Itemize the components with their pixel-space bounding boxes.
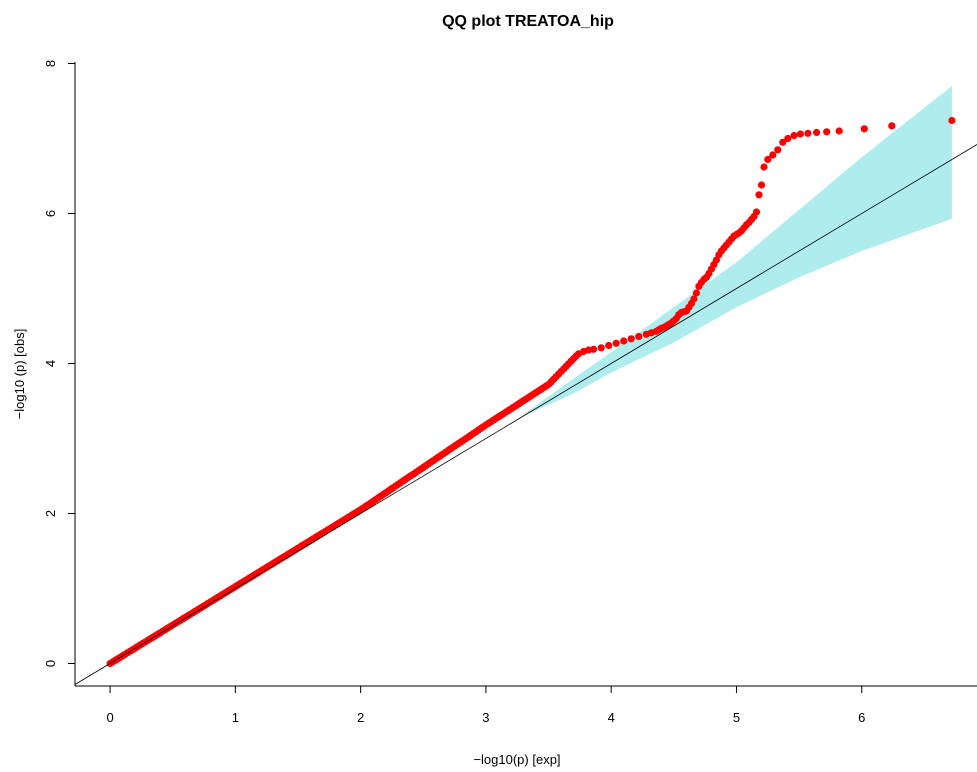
- y-tick-label: 0: [43, 660, 58, 667]
- expected-line-segment: [74, 144, 977, 685]
- observed-point: [835, 127, 843, 135]
- y-axis-label: −log10 (p) [obs]: [12, 329, 27, 420]
- x-tick-label: 3: [482, 710, 489, 725]
- observed-point: [757, 181, 766, 189]
- y-tick-label: 4: [43, 360, 58, 367]
- observed-point: [948, 116, 956, 125]
- observed-point: [790, 131, 798, 140]
- observed-point: [627, 335, 635, 343]
- x-tick-label: 1: [232, 710, 239, 725]
- observed-point: [823, 128, 831, 136]
- observed-point: [605, 341, 613, 350]
- observed-point: [784, 134, 792, 143]
- confidence-band-area: [523, 86, 952, 416]
- observed-point: [597, 344, 605, 352]
- observed-point: [612, 339, 620, 347]
- observed-point: [752, 208, 761, 216]
- x-axis-label: −log10(p) [exp]: [473, 752, 560, 767]
- y-axis-ticks: 0 2 4 6 8: [43, 60, 75, 667]
- observed-point: [769, 151, 777, 159]
- x-tick-label: 0: [106, 710, 113, 725]
- x-tick-label: 2: [357, 710, 364, 725]
- observed-point: [755, 191, 763, 199]
- observed-point: [813, 128, 821, 137]
- observed-point: [779, 138, 787, 146]
- x-tick-label: 5: [733, 710, 740, 725]
- observed-point: [590, 345, 598, 353]
- expected-line: [74, 144, 977, 685]
- observed-point: [796, 130, 805, 138]
- x-axis-ticks: 0 1 2 3 4 5 6: [106, 686, 865, 725]
- observed-point: [860, 125, 868, 133]
- observed-point: [888, 122, 896, 130]
- observed-point: [804, 129, 812, 137]
- observed-point: [764, 155, 772, 164]
- x-tick-label: 6: [858, 710, 865, 725]
- observed-point: [760, 163, 768, 171]
- confidence-band: [523, 86, 952, 416]
- chart-title: QQ plot TREATOA_hip: [442, 13, 614, 30]
- observed-point: [635, 332, 643, 341]
- y-tick-label: 8: [43, 60, 58, 67]
- observed-point: [692, 289, 701, 297]
- y-tick-label: 2: [43, 510, 58, 517]
- observed-point: [774, 146, 782, 154]
- x-tick-label: 4: [608, 710, 615, 725]
- observed-point: [620, 337, 628, 345]
- y-tick-label: 6: [43, 210, 58, 217]
- observed-point: [690, 295, 698, 303]
